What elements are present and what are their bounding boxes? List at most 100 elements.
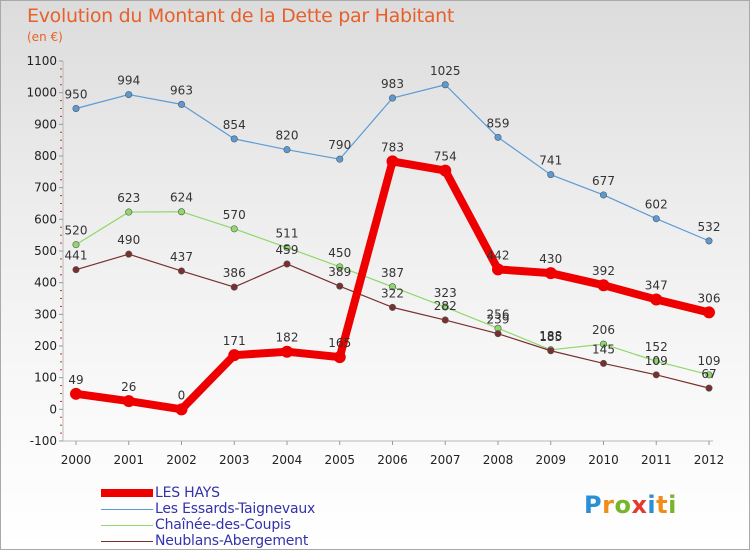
legend-swatch-les-essards-taignevaux [101,509,153,510]
data-label: 26 [121,380,136,394]
y-tick-label: -100 [30,434,57,448]
y-tick-label: 800 [34,149,57,163]
data-label: 754 [434,150,457,164]
data-label: 602 [645,198,668,212]
data-label: 389 [328,265,351,279]
data-label: 185 [539,330,562,344]
data-point [125,250,133,258]
data-point [283,244,291,252]
y-tick-label: 500 [34,244,57,258]
y-tick-label: 100 [34,371,57,385]
data-label: 165 [328,336,351,350]
data-point [705,371,713,379]
data-point [70,387,82,400]
data-point [544,267,557,280]
data-label: 741 [539,154,562,168]
data-point [703,306,715,319]
y-tick-label: 1000 [26,86,57,100]
data-label: 820 [276,129,299,143]
data-point [597,279,610,292]
data-label: 171 [223,334,246,348]
data-label: 1025 [430,64,461,78]
data-point [439,164,452,177]
data-label: 450 [328,246,351,260]
data-point [228,349,241,362]
data-label: 623 [117,191,140,205]
data-label: 206 [592,323,615,337]
proxiti-logo: Proxiti [584,491,677,519]
data-point [336,263,344,271]
data-point [230,283,238,291]
data-label: 152 [645,340,668,354]
x-tick-label: 2011 [641,453,672,467]
data-point [494,330,502,338]
data-label: 145 [592,342,615,356]
logo-letter: P [584,491,603,519]
data-point [388,303,396,311]
y-tick-label: 900 [34,117,57,131]
data-point [125,208,133,216]
data-label: 67 [701,367,716,381]
y-tick-label: 600 [34,212,57,226]
data-point [547,347,555,355]
data-point [178,100,186,108]
data-point [333,351,346,364]
data-label: 306 [698,291,721,305]
logo-letter: t [656,491,669,519]
data-label: 109 [698,354,721,368]
data-label: 387 [381,266,404,280]
y-tick-label: 700 [34,181,57,195]
data-point [547,171,555,179]
data-point [652,371,660,379]
data-point [388,94,396,102]
y-tick-label: 300 [34,307,57,321]
x-tick-label: 2000 [61,453,92,467]
logo-letter: i [647,491,657,519]
data-point [494,133,502,141]
x-tick-label: 2007 [430,453,461,467]
x-tick-label: 2001 [113,453,144,467]
data-label: 347 [645,278,668,292]
data-label: 323 [434,286,457,300]
logo-letter: o [614,491,632,519]
data-label: 783 [381,140,404,154]
data-point [492,263,504,276]
data-point [230,225,238,233]
legend-swatch-les-hays [101,489,153,497]
data-point [599,340,607,348]
data-label: 239 [487,313,510,327]
data-label: 459 [276,243,299,257]
data-point [175,403,188,416]
data-label: 392 [592,264,615,278]
data-label: 490 [117,233,140,247]
data-label: 532 [698,220,721,234]
data-point [230,135,238,143]
legend-label-neublans-abergement: Neublans-Abergement [155,533,309,549]
data-point [178,267,186,275]
data-label: 322 [381,286,404,300]
data-point [599,359,607,367]
data-label: 386 [223,266,246,280]
data-label: 511 [276,227,299,241]
data-point [178,208,186,216]
data-point [652,215,660,223]
data-label: 570 [223,208,246,222]
data-point [281,345,293,358]
data-label: 182 [276,331,299,345]
data-point [336,282,344,290]
chart-subtitle: (en €) [27,30,63,44]
x-tick-label: 2010 [588,453,619,467]
data-label: 441 [65,249,88,263]
data-label: 994 [117,74,140,88]
x-tick-label: 2002 [166,453,197,467]
logo-letter: x [631,491,648,519]
data-point [125,91,133,99]
data-label: 983 [381,77,404,91]
legend-label-les-hays: LES HAYS [155,485,220,501]
data-point [599,191,607,199]
data-label: 49 [68,373,83,387]
data-point [122,395,135,408]
legend-label-les-essards-taignevaux: Les Essards-Taignevaux [155,501,316,517]
